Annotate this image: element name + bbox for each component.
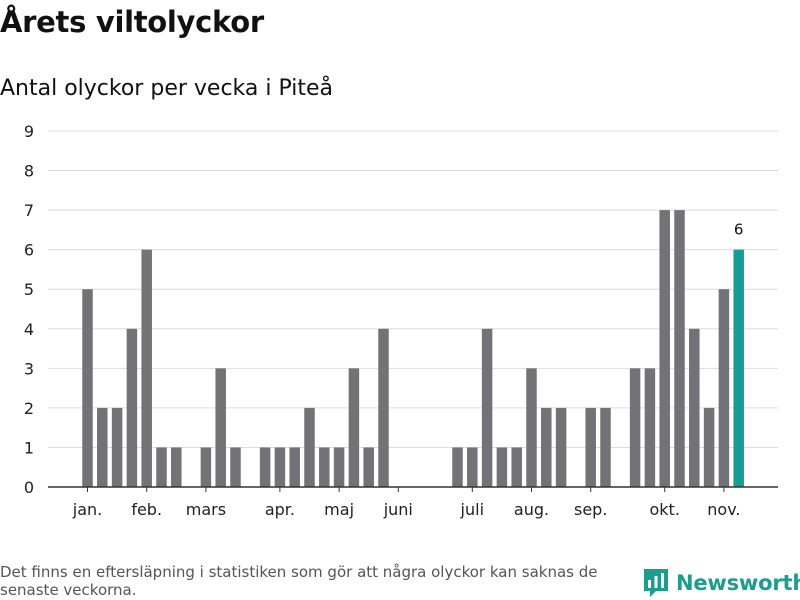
bar [126, 328, 138, 487]
newsworthy-logo-icon [644, 569, 668, 597]
bar [481, 328, 493, 487]
bar [274, 447, 286, 487]
bar [585, 407, 596, 487]
chart-subtitle: Antal olyckor per vecka i Piteå [0, 76, 334, 101]
bar [541, 407, 552, 487]
bar [659, 210, 670, 488]
y-tick-label: 7 [24, 201, 34, 220]
bar [733, 249, 744, 487]
bar [319, 447, 330, 487]
bar [689, 328, 700, 487]
bar [600, 407, 611, 487]
bar [703, 407, 715, 487]
bar [496, 447, 508, 487]
bar [82, 289, 93, 487]
bar-chart: 0 1 2 3 4 5 6 7 8 9 jan. feb. mars apr. maj juni juli au… [24, 122, 778, 519]
bar [526, 368, 537, 487]
bar [644, 368, 656, 487]
x-tick-label: sep. [574, 500, 607, 519]
y-tick-label: 8 [24, 162, 34, 181]
bar [111, 407, 123, 487]
bar [467, 447, 478, 487]
bars [82, 210, 744, 488]
bar [171, 447, 182, 487]
data-label: 6 [734, 221, 744, 239]
bar [230, 447, 241, 487]
y-tick-label: 9 [24, 122, 34, 141]
chart-title: Årets viltolyckor [0, 5, 264, 39]
x-tick-label: maj [324, 500, 354, 519]
brand-logo: Newsworthy [644, 569, 800, 597]
x-tick-label: nov. [707, 500, 740, 519]
bar [333, 447, 345, 487]
bar [378, 328, 389, 487]
bar [363, 447, 374, 487]
bar [555, 407, 567, 487]
brand-name: Newsworthy [676, 571, 800, 595]
x-tick-label: feb. [131, 500, 162, 519]
bar [511, 447, 522, 487]
x-tick-label: aug. [514, 500, 549, 519]
bar [215, 368, 226, 487]
x-tick-label: okt. [649, 500, 679, 519]
x-tick-label: juni [383, 500, 413, 519]
y-axis-ticks: 0 1 2 3 4 5 6 7 8 9 [24, 122, 34, 497]
bar [97, 407, 108, 487]
y-tick-label: 4 [24, 320, 34, 339]
bar [200, 447, 212, 487]
x-tick-label: mars [186, 500, 226, 519]
bar [156, 447, 167, 487]
bar [259, 447, 271, 487]
bar [452, 447, 463, 487]
y-tick-label: 5 [24, 280, 34, 299]
bar [304, 407, 315, 487]
bar [674, 210, 685, 488]
y-tick-label: 1 [24, 438, 34, 457]
y-tick-label: 3 [24, 359, 34, 378]
y-tick-label: 0 [24, 478, 34, 497]
bar [289, 447, 300, 487]
bar [141, 249, 152, 487]
data-labels: 6 [734, 221, 744, 239]
x-axis-ticks: jan. feb. mars apr. maj juni juli aug. sep. okt. n… [72, 487, 741, 519]
bar [718, 289, 730, 487]
footnote: Det finns en eftersläpning i statistiken… [0, 563, 598, 599]
x-tick-label: juli [460, 500, 484, 519]
bar [629, 368, 641, 487]
x-tick-label: jan. [72, 500, 102, 519]
y-tick-label: 2 [24, 399, 34, 418]
bar [348, 368, 360, 487]
y-tick-label: 6 [24, 241, 34, 260]
grid-lines [48, 130, 778, 448]
x-tick-label: apr. [265, 500, 295, 519]
